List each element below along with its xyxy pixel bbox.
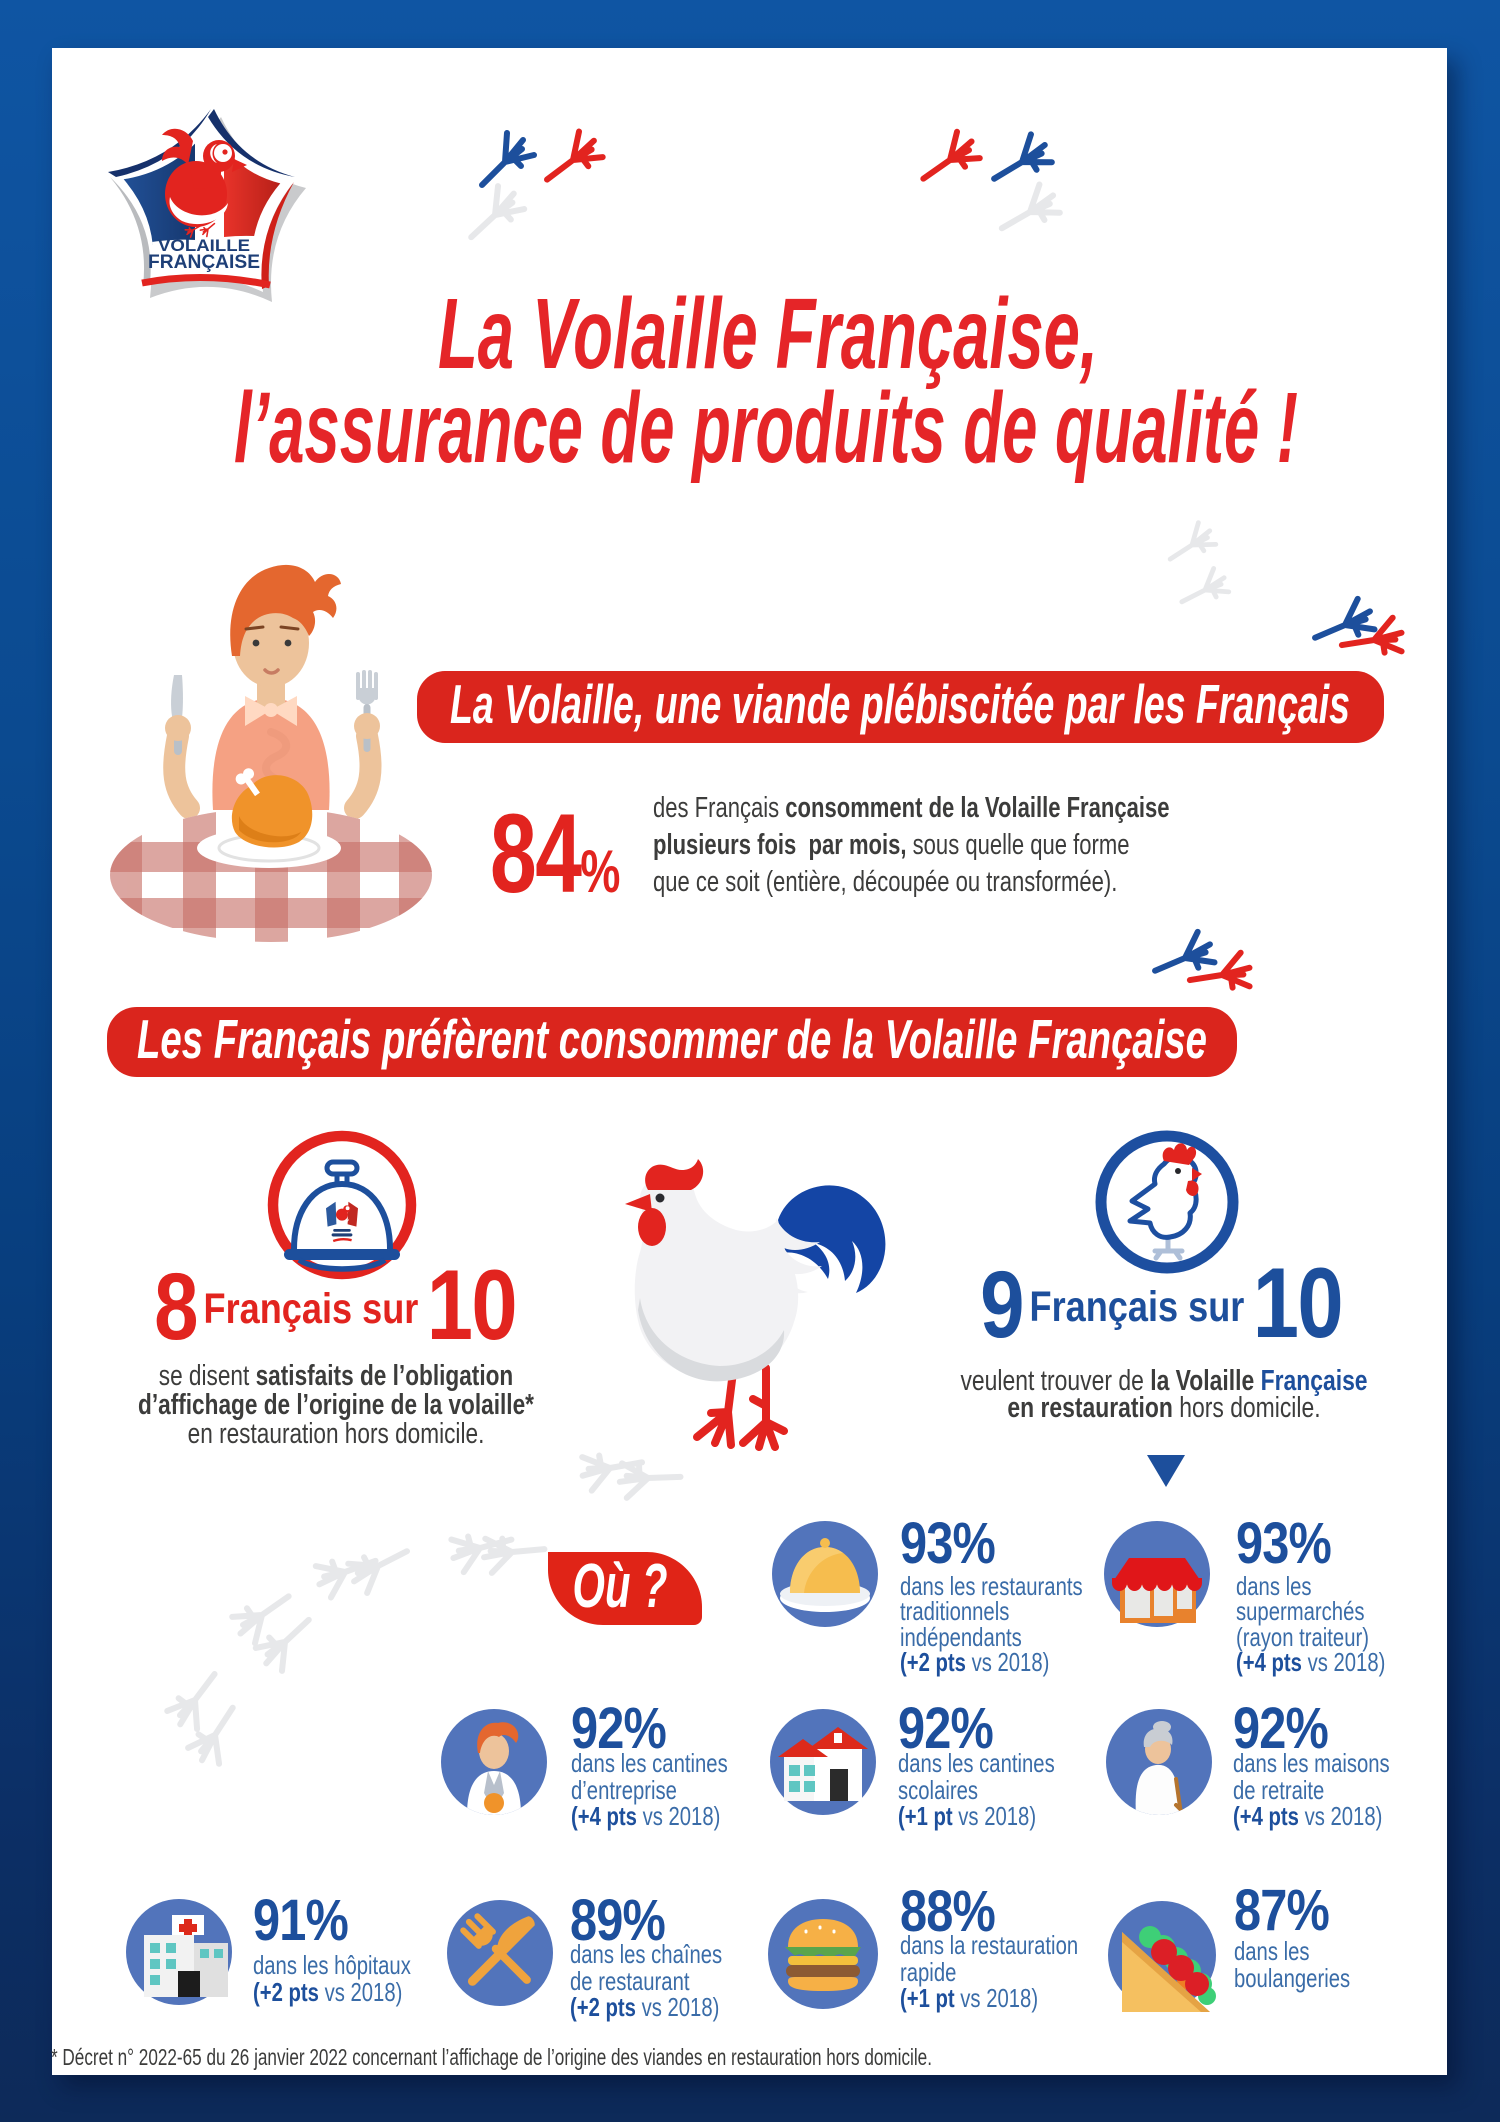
svg-text:Où ?: Où ? — [573, 1552, 668, 1621]
svg-text:La Volaille Française,: La Volaille Française, — [438, 278, 1098, 390]
svg-text:VOLAILLE: VOLAILLE — [158, 236, 250, 255]
svg-text:Les Français préfèrent consomm: Les Français préfèrent consommer de la V… — [137, 1008, 1207, 1070]
svg-text:FRANÇAISE: FRANÇAISE — [148, 252, 260, 273]
svg-text:l’assurance de produits de qua: l’assurance de produits de qualité ! — [234, 372, 1298, 484]
svg-text:La Volaille, une viande plébis: La Volaille, une viande plébiscitée par … — [450, 673, 1350, 735]
